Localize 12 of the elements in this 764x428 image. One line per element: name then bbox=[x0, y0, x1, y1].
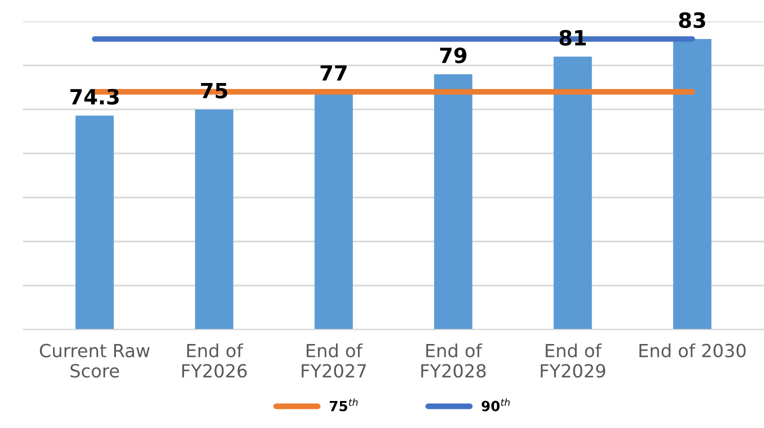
legend-label: 75$^{th}$ bbox=[330, 398, 358, 412]
x-tick-label: End of FY2029 bbox=[540, 343, 606, 378]
data-label: 79 bbox=[440, 48, 466, 64]
legend-label: 90$^{th}$ bbox=[482, 398, 510, 412]
x-tick-label: End of FY2028 bbox=[421, 343, 486, 378]
data-label: 77 bbox=[320, 65, 347, 81]
x-tick-label: Current Raw Score bbox=[40, 344, 150, 378]
data-label: 83 bbox=[679, 12, 706, 28]
x-tick-label: End of 2030 bbox=[639, 343, 746, 358]
data-label: 74.3 bbox=[70, 88, 119, 105]
x-tick-label: End of FY2027 bbox=[302, 343, 366, 378]
x-tick-label: End of FY2026 bbox=[182, 343, 247, 378]
